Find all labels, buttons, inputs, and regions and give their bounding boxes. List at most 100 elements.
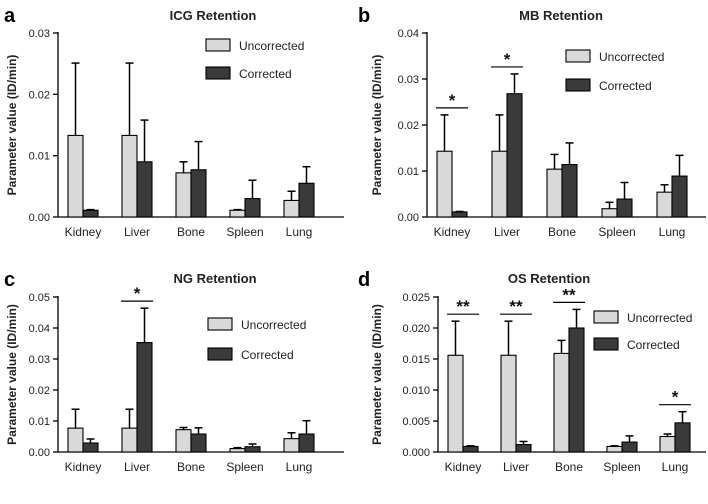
corrected-bar-liver: [506, 93, 523, 218]
x-category-label: Kidney: [65, 225, 102, 239]
panel-letter: c: [4, 269, 15, 291]
y-tick-label: 0.02: [29, 89, 50, 101]
x-category-label: Bone: [555, 460, 583, 474]
x-category-label: Liver: [494, 225, 520, 239]
corrected-bar-bone: [190, 169, 207, 218]
legend-label-corrected: Corrected: [599, 79, 652, 93]
uncorrected-bar-liver: [121, 427, 138, 453]
y-tick-label: 0.005: [402, 416, 430, 428]
x-category-label: Bone: [177, 225, 205, 239]
y-tick-label: 0.03: [29, 354, 50, 366]
legend-label-uncorrected: Uncorrected: [627, 311, 692, 325]
panel-c: c NG Retention Parameter value (ID/min) 0.0…: [4, 269, 344, 474]
corrected-bar-lung: [298, 182, 315, 218]
x-category-label: Kidney: [445, 460, 482, 474]
x-category-label: Lung: [659, 225, 686, 239]
legend-swatch-uncorrected: [205, 38, 231, 52]
y-tick-label: 0.02: [29, 385, 50, 397]
uncorrected-bar-lung: [283, 199, 300, 218]
x-category-label: Lung: [286, 225, 313, 239]
uncorrected-bar-kidney: [447, 354, 464, 453]
y-tick-label: 0.00: [398, 212, 419, 224]
panel-letter: d: [358, 269, 370, 291]
y-tick-label: 0.03: [398, 74, 419, 86]
y-tick-label: 0.00: [29, 212, 50, 224]
uncorrected-bar-liver: [491, 150, 508, 218]
x-category-label: Bone: [548, 225, 576, 239]
corrected-bar-liver: [136, 342, 153, 453]
significance-marker: **: [509, 297, 523, 316]
uncorrected-bar-liver: [121, 134, 138, 218]
y-tick-label: 0.04: [398, 28, 419, 40]
legend-label-corrected: Corrected: [241, 348, 294, 362]
chart-title: ICG Retention: [170, 8, 257, 23]
corrected-bar-spleen: [244, 446, 261, 453]
x-category-label: Liver: [503, 460, 529, 474]
x-category-label: Bone: [177, 460, 205, 474]
y-tick-label: 0.01: [29, 151, 50, 163]
uncorrected-bar-spleen: [601, 208, 618, 218]
y-tick-label: 0.02: [398, 120, 419, 132]
corrected-bar-kidney: [451, 211, 468, 218]
uncorrected-bar-lung: [283, 438, 300, 453]
legend-label-corrected: Corrected: [239, 67, 292, 81]
corrected-bar-lung: [298, 433, 315, 453]
corrected-bar-spleen: [244, 198, 261, 218]
x-category-label: Kidney: [65, 460, 102, 474]
panel-b: b MB Retention Parameter value (ID/min) 0.0…: [358, 5, 706, 239]
y-tick-label: 0.01: [29, 416, 50, 428]
corrected-bar-lung: [671, 175, 688, 218]
corrected-bar-kidney: [82, 209, 99, 218]
uncorrected-bar-spleen: [606, 445, 623, 453]
legend-label-uncorrected: Uncorrected: [599, 50, 664, 64]
y-tick-label: 0.04: [29, 323, 50, 335]
uncorrected-bar-liver: [500, 354, 517, 453]
x-category-label: Lung: [662, 460, 689, 474]
legend-swatch-corrected: [593, 337, 619, 351]
legend-swatch-uncorrected: [593, 310, 619, 324]
significance-marker: *: [504, 50, 511, 69]
corrected-bar-spleen: [621, 441, 638, 453]
legend-swatch-corrected: [205, 66, 231, 80]
x-category-label: Lung: [286, 460, 313, 474]
y-axis-label: Parameter value (ID/min): [370, 55, 384, 196]
chart-title: MB Retention: [519, 8, 603, 23]
uncorrected-bar-bone: [546, 168, 563, 218]
panel-a: a ICG Retention Parameter value (ID/min) 0.…: [4, 5, 344, 239]
y-tick-label: 0.025: [402, 292, 430, 304]
y-tick-label: 0.05: [29, 292, 50, 304]
legend-label-corrected: Corrected: [627, 338, 680, 352]
legend-label-uncorrected: Uncorrected: [239, 39, 304, 53]
corrected-bar-bone: [561, 164, 578, 218]
panel-letter: b: [358, 5, 370, 27]
panel-letter: a: [4, 5, 16, 27]
y-tick-label: 0.03: [29, 28, 50, 40]
uncorrected-bar-kidney: [436, 150, 453, 218]
panel-d: d OS Retention Parameter value (ID/min) 0.0…: [358, 269, 706, 474]
chart-title: OS Retention: [508, 271, 590, 286]
uncorrected-bar-bone: [175, 172, 192, 218]
significance-marker: **: [456, 297, 470, 316]
uncorrected-bar-bone: [175, 429, 192, 453]
legend-swatch-corrected: [565, 78, 591, 92]
significance-marker: *: [449, 91, 456, 110]
significance-marker: *: [672, 388, 679, 407]
corrected-bar-bone: [190, 433, 207, 453]
y-axis-label: Parameter value (ID/min): [5, 304, 19, 445]
chart-title: NG Retention: [173, 271, 256, 286]
uncorrected-bar-spleen: [229, 448, 246, 453]
y-tick-label: 0.01: [398, 166, 419, 178]
corrected-bar-lung: [674, 422, 691, 453]
x-category-label: Liver: [124, 225, 150, 239]
uncorrected-bar-lung: [659, 435, 676, 453]
corrected-bar-spleen: [616, 198, 633, 218]
y-tick-label: 0.010: [402, 385, 430, 397]
uncorrected-bar-bone: [553, 352, 570, 453]
uncorrected-bar-kidney: [67, 427, 84, 453]
x-category-label: Liver: [124, 460, 150, 474]
y-tick-label: 0.020: [402, 323, 430, 335]
legend-swatch-uncorrected: [565, 49, 591, 63]
significance-marker: *: [134, 284, 141, 303]
x-category-label: Spleen: [598, 225, 635, 239]
